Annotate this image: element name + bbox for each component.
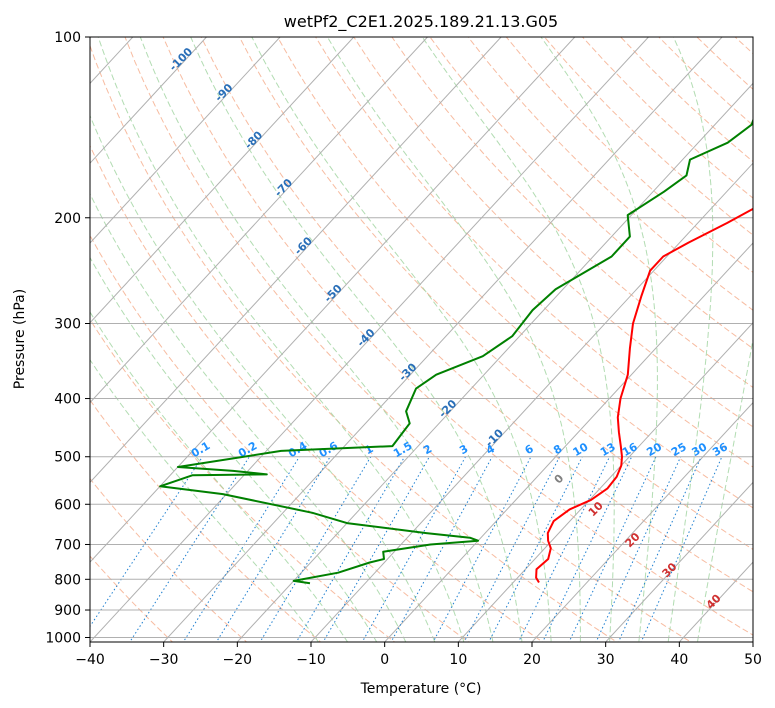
moist-adiabat xyxy=(421,37,615,642)
background-lines xyxy=(0,37,753,650)
x-tick-label: −10 xyxy=(296,652,326,668)
moist-adiabat xyxy=(97,37,465,642)
dry-adiabat xyxy=(90,234,470,642)
dry-adiabat xyxy=(391,37,753,389)
moist-adiabat xyxy=(696,336,753,642)
y-tick-label: 800 xyxy=(54,572,81,588)
y-tick-label: 1000 xyxy=(45,631,81,647)
temperature-line xyxy=(535,207,753,584)
isotherm-line xyxy=(531,401,753,642)
x-tick-label: 30 xyxy=(597,652,615,668)
moist-adiabat xyxy=(326,37,581,642)
isotherm-line xyxy=(90,37,355,324)
isotherm-line xyxy=(457,322,753,642)
x-tick-label: 50 xyxy=(744,652,762,668)
isotherm-line xyxy=(162,37,723,642)
mixing-ratio-line xyxy=(595,456,682,642)
isotherm-line xyxy=(90,37,649,642)
moist-adiabat xyxy=(90,114,436,642)
y-tick-label: 400 xyxy=(54,392,81,408)
y-tick-label: 200 xyxy=(54,211,81,227)
isotherm-line xyxy=(90,37,281,244)
isotherm-line xyxy=(236,82,753,642)
moist-adiabat xyxy=(251,37,552,642)
dry-adiabat xyxy=(90,144,544,642)
mixing-ratio-line xyxy=(322,456,430,642)
moist-adiabat xyxy=(667,37,714,642)
mixing-ratio-line xyxy=(432,456,532,642)
dry-adiabat xyxy=(277,37,753,509)
mixing-ratio-line xyxy=(617,456,702,642)
isotherm-line xyxy=(310,162,753,642)
mixing-ratio-line xyxy=(215,456,331,642)
axes: −40 −30 −20 −10 0 10 20 30 40 50 100 200 300 400 500 60… xyxy=(45,30,762,668)
isotherm-line xyxy=(90,37,576,563)
dry-adiabat xyxy=(162,37,753,636)
dry-adiabat xyxy=(90,477,248,642)
y-tick-label: 700 xyxy=(54,537,81,553)
y-tick-label: 600 xyxy=(54,497,81,513)
y-tick-label: 500 xyxy=(54,450,81,466)
moist-adiabat xyxy=(90,256,378,642)
isotherm-line xyxy=(90,37,502,484)
mixing-ratio-line xyxy=(259,456,372,642)
mixing-ratio-line xyxy=(361,456,467,642)
isotherm-line xyxy=(604,481,753,642)
y-tick-label: 100 xyxy=(54,30,81,46)
y-tick-label: 900 xyxy=(54,603,81,619)
x-tick-label: 20 xyxy=(523,652,541,668)
isotherm-line xyxy=(90,37,428,404)
dry-adiabat xyxy=(429,37,753,350)
isotherm-line xyxy=(0,37,59,650)
x-tick-label: 40 xyxy=(670,652,688,668)
mixing-ratio-line xyxy=(390,456,493,642)
moist-adiabat xyxy=(139,37,494,642)
x-tick-label: −30 xyxy=(149,652,179,668)
dry-adiabat xyxy=(124,37,692,642)
dry-adiabat xyxy=(315,37,753,468)
x-tick-label: −20 xyxy=(223,652,253,668)
moist-adiabat xyxy=(540,37,658,642)
x-axis-label: Temperature (°C) xyxy=(360,681,482,697)
x-tick-label: −40 xyxy=(75,652,105,668)
isotherm-line xyxy=(90,37,207,164)
mixing-ratio-line xyxy=(463,456,561,642)
isotherm-line xyxy=(383,242,753,642)
y-axis-label: Pressure (hPa) xyxy=(12,289,28,389)
dewpoint-line xyxy=(159,117,753,585)
x-tick-label: 0 xyxy=(380,652,389,668)
x-tick-label: 10 xyxy=(449,652,467,668)
moist-adiabat xyxy=(190,37,523,642)
plot-frame xyxy=(89,36,754,643)
moist-adiabat xyxy=(90,192,407,642)
chart-title: wetPf2_C2E1.2025.189.21.13.G05 xyxy=(284,12,558,32)
moist-adiabat xyxy=(90,358,320,642)
mixing-ratio-line xyxy=(295,456,406,642)
moist-adiabat xyxy=(90,311,349,642)
profile-series xyxy=(159,117,753,585)
y-tick-label: 300 xyxy=(54,317,81,333)
mixing-ratio-line xyxy=(488,456,583,642)
dry-adiabat xyxy=(90,44,618,642)
